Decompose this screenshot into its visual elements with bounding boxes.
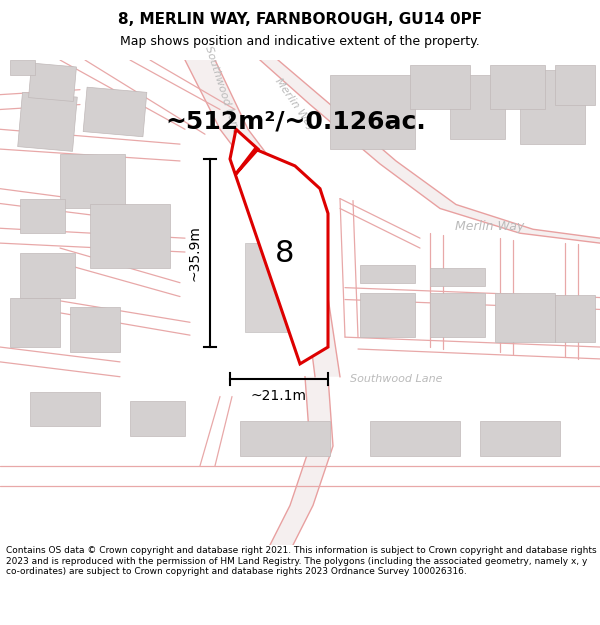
Bar — [520, 70, 585, 144]
Text: ~35.9m: ~35.9m — [188, 225, 202, 281]
Text: 8: 8 — [275, 239, 295, 268]
Bar — [20, 199, 65, 233]
Bar — [555, 65, 595, 104]
Bar — [480, 421, 560, 456]
Polygon shape — [270, 377, 333, 545]
Bar — [10, 60, 35, 75]
Bar — [18, 92, 77, 151]
Bar — [20, 253, 75, 298]
Text: Southwood Lane: Southwood Lane — [203, 44, 241, 135]
Bar — [60, 154, 125, 209]
Bar — [240, 421, 330, 456]
Bar — [30, 392, 100, 426]
Bar — [10, 298, 60, 347]
Bar — [29, 63, 76, 101]
Bar — [555, 294, 595, 342]
Polygon shape — [260, 60, 600, 243]
Bar — [450, 75, 505, 139]
Bar — [90, 204, 170, 268]
Bar — [83, 88, 147, 137]
Bar — [360, 265, 415, 282]
Bar — [430, 268, 485, 286]
Bar — [370, 421, 460, 456]
Text: ~21.1m: ~21.1m — [251, 389, 307, 402]
Text: Southwood Lane: Southwood Lane — [350, 374, 443, 384]
Bar — [70, 308, 120, 352]
Text: Contains OS data © Crown copyright and database right 2021. This information is : Contains OS data © Crown copyright and d… — [6, 546, 596, 576]
Text: Merlin Way: Merlin Way — [273, 76, 317, 132]
Bar — [410, 65, 470, 109]
Bar — [360, 292, 415, 337]
Bar — [495, 292, 555, 342]
Polygon shape — [185, 60, 340, 377]
Bar — [245, 243, 315, 332]
Text: Merlin Way: Merlin Way — [455, 220, 524, 232]
Text: 8, MERLIN WAY, FARNBOROUGH, GU14 0PF: 8, MERLIN WAY, FARNBOROUGH, GU14 0PF — [118, 12, 482, 27]
Polygon shape — [230, 129, 328, 364]
Bar — [330, 75, 415, 149]
Bar — [130, 401, 185, 436]
Bar — [490, 65, 545, 109]
Text: ~512m²/~0.126ac.: ~512m²/~0.126ac. — [165, 109, 426, 133]
Text: Map shows position and indicative extent of the property.: Map shows position and indicative extent… — [120, 35, 480, 48]
Bar — [430, 292, 485, 337]
